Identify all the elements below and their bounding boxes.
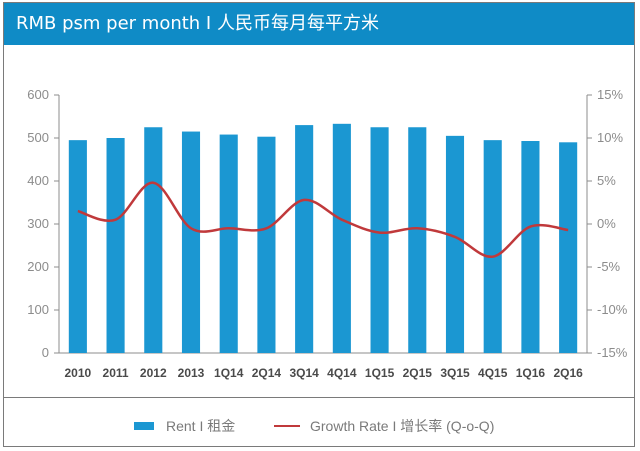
x-tick-label: 1Q16 (516, 366, 546, 380)
x-tick-label: 2013 (178, 366, 205, 380)
y-left-tick-label: 400 (27, 173, 49, 188)
x-tick-label: 4Q14 (327, 366, 357, 380)
bar-rent (68, 140, 87, 353)
y-right-tick-label: 5% (597, 173, 616, 188)
legend: Rent I 租金 Growth Rate I 增长率 (Q-o-Q) (4, 398, 634, 446)
y-left-tick-label: 300 (27, 216, 49, 231)
bar-rent (445, 135, 465, 353)
legend-label-growth: Growth Rate I 增长率 (Q-o-Q) (310, 418, 495, 434)
legend-item-rent: Rent I 租金 (134, 416, 235, 436)
x-tick-label: 3Q14 (289, 366, 319, 380)
legend-label-rent: Rent I 租金 (166, 418, 236, 434)
x-tick-label: 4Q15 (478, 366, 508, 380)
y-left-tick-label: 100 (27, 302, 49, 317)
bar-rent (257, 136, 276, 353)
y-right-tick-label: 0% (597, 216, 616, 231)
legend-item-growth: Growth Rate I 增长率 (Q-o-Q) (274, 416, 494, 436)
bar-rent (521, 141, 540, 353)
legend-swatch-rent (134, 422, 154, 430)
bar-rent (332, 123, 351, 353)
bar-rent (559, 142, 578, 353)
y-right-tick-label: -15% (597, 345, 628, 360)
y-right-tick-label: -10% (597, 302, 628, 317)
x-tick-label: 2Q15 (403, 366, 433, 380)
y-left-tick-label: 600 (27, 87, 49, 102)
x-tick-label: 2011 (103, 366, 129, 380)
y-left-tick-label: 200 (27, 259, 49, 274)
bar-rent (370, 127, 389, 353)
y-right-tick-label: -5% (597, 259, 621, 274)
plot-area: 0 100 200 300 400 500 600 -15% -10% -5% 0% 5% 10% 15%… (27, 87, 628, 380)
x-tick-label: 3Q15 (440, 366, 470, 380)
x-tick-label: 2Q16 (553, 366, 583, 380)
y-right-tick-label: 10% (597, 130, 623, 145)
y-left-tick-label: 0 (42, 345, 49, 360)
legend-divider (4, 397, 634, 398)
bar-rent (219, 134, 238, 353)
legend-swatch-growth (274, 425, 300, 427)
x-tick-label: 2Q14 (252, 366, 282, 380)
x-tick-label: 1Q14 (214, 366, 244, 380)
chart-title: RMB psm per month I 人民币每月每平方米 (4, 3, 634, 45)
x-tick-label: 2012 (140, 366, 167, 380)
bar-rent (181, 131, 201, 353)
line-growth-rate (77, 181, 569, 258)
bar-rent (295, 125, 314, 353)
x-tick-label: 1Q15 (365, 366, 395, 380)
bar-rent (144, 127, 163, 353)
bar-rent (408, 127, 427, 353)
y-left-tick-label: 500 (27, 130, 49, 145)
bar-rent (106, 138, 125, 353)
y-right-tick-label: 15% (597, 87, 623, 102)
x-tick-label: 2010 (65, 366, 92, 380)
chart-frame: RMB psm per month I 人民币每月每平方米 0 100 200 300… (3, 2, 635, 447)
bar-rent (483, 140, 502, 353)
